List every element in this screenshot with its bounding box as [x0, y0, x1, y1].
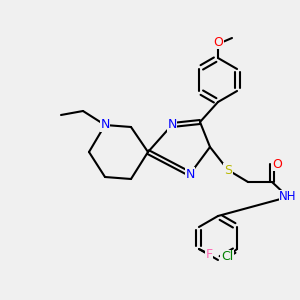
- Text: F: F: [206, 248, 212, 260]
- Text: Cl: Cl: [221, 250, 233, 263]
- Text: S: S: [224, 164, 232, 176]
- Text: N: N: [185, 167, 195, 181]
- Text: NH: NH: [279, 190, 297, 203]
- Text: N: N: [100, 118, 110, 131]
- Text: N: N: [167, 118, 177, 131]
- Text: O: O: [213, 35, 223, 49]
- Text: O: O: [272, 158, 282, 170]
